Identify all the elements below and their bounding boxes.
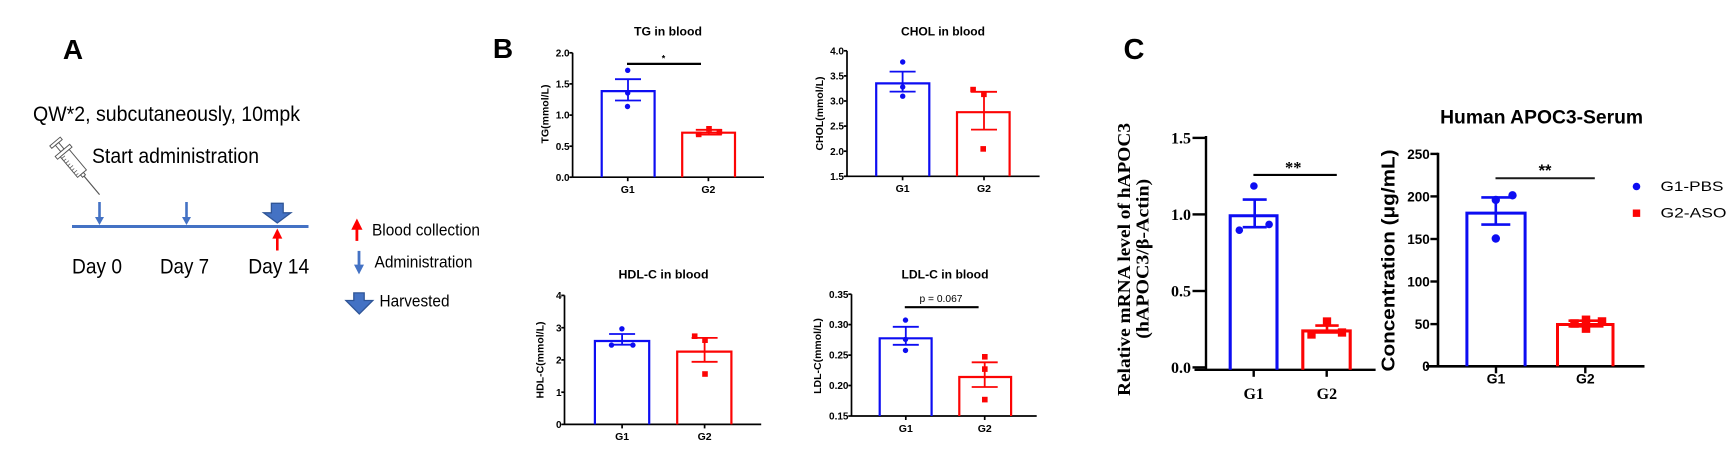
svg-text:Start administration: Start administration <box>92 143 259 168</box>
svg-text:150: 150 <box>1407 232 1430 247</box>
svg-text:Administration: Administration <box>375 254 473 272</box>
svg-text:G1: G1 <box>615 431 629 443</box>
svg-text:0.20: 0.20 <box>829 381 849 392</box>
svg-text:A: A <box>63 34 83 65</box>
svg-text:200: 200 <box>1407 189 1430 204</box>
svg-text:G2: G2 <box>1317 386 1337 403</box>
svg-text:QW*2, subcutaneously, 10mpk: QW*2, subcutaneously, 10mpk <box>33 101 300 126</box>
svg-text:G2: G2 <box>698 431 712 443</box>
svg-text:1: 1 <box>556 388 562 399</box>
svg-text:Harvested: Harvested <box>380 292 450 310</box>
svg-text:Day 7: Day 7 <box>160 254 209 279</box>
svg-text:CHOL in blood: CHOL in blood <box>901 25 985 39</box>
svg-text:Day 0: Day 0 <box>72 254 122 279</box>
svg-text:2.0: 2.0 <box>556 48 570 59</box>
svg-text:Blood collection: Blood collection <box>372 221 480 239</box>
svg-text:4.0: 4.0 <box>830 46 844 57</box>
svg-text:B: B <box>493 33 513 64</box>
svg-text:250: 250 <box>1407 147 1430 162</box>
svg-text:Concentration (μg/mL): Concentration (μg/mL) <box>1379 149 1399 371</box>
svg-text:LDL-C in blood: LDL-C in blood <box>902 268 989 282</box>
svg-text:HDL-C in blood: HDL-C in blood <box>619 268 709 282</box>
svg-text:G1: G1 <box>621 184 635 196</box>
svg-text:CHOL(mmol/L): CHOL(mmol/L) <box>814 76 826 150</box>
svg-text:G2: G2 <box>1576 371 1595 387</box>
svg-text:0: 0 <box>556 420 562 431</box>
svg-text:G2: G2 <box>978 423 992 435</box>
svg-text:G1: G1 <box>896 183 910 195</box>
svg-text:3.5: 3.5 <box>830 72 844 83</box>
svg-text:1.0: 1.0 <box>556 111 570 122</box>
svg-text:LDL-C(mmol/L): LDL-C(mmol/L) <box>812 318 824 394</box>
svg-text:HDL-C(mmol/L): HDL-C(mmol/L) <box>535 322 547 399</box>
svg-text:3.0: 3.0 <box>830 97 844 108</box>
svg-text:*: * <box>662 54 666 64</box>
svg-text:2: 2 <box>556 356 562 367</box>
svg-text:0.5: 0.5 <box>556 142 570 153</box>
svg-text:0.5: 0.5 <box>1171 284 1191 301</box>
svg-text:2.0: 2.0 <box>830 147 844 158</box>
svg-text:G1: G1 <box>899 423 913 435</box>
svg-text:G1: G1 <box>1243 386 1263 403</box>
svg-text:G1-PBS: G1-PBS <box>1661 178 1724 194</box>
svg-text:50: 50 <box>1415 317 1430 332</box>
svg-text:1.0: 1.0 <box>1171 207 1191 224</box>
svg-text:2.5: 2.5 <box>830 122 844 133</box>
svg-text:3: 3 <box>556 323 562 334</box>
svg-text:0.25: 0.25 <box>829 351 849 362</box>
svg-text:100: 100 <box>1407 274 1430 289</box>
svg-text:(hAPOC3/β-Actin): (hAPOC3/β-Actin) <box>1133 179 1153 339</box>
svg-text:p = 0.067: p = 0.067 <box>920 293 963 305</box>
svg-text:G2-ASO: G2-ASO <box>1661 205 1727 221</box>
svg-text:0.35: 0.35 <box>829 290 849 301</box>
svg-text:0.0: 0.0 <box>556 173 570 184</box>
svg-text:TG in blood: TG in blood <box>634 25 702 39</box>
svg-text:0.15: 0.15 <box>829 412 849 423</box>
svg-text:TG(mmol/L): TG(mmol/L) <box>540 85 552 144</box>
svg-text:1.5: 1.5 <box>1171 130 1191 147</box>
svg-text:4: 4 <box>556 291 562 302</box>
svg-text:G1: G1 <box>1487 371 1506 387</box>
svg-text:1.5: 1.5 <box>830 172 844 183</box>
svg-text:G2: G2 <box>701 184 715 196</box>
svg-text:Day 14: Day 14 <box>248 254 309 279</box>
svg-text:0.30: 0.30 <box>829 320 849 331</box>
svg-text:C: C <box>1124 34 1145 66</box>
svg-text:**: ** <box>1285 158 1302 177</box>
svg-text:**: ** <box>1539 162 1552 180</box>
svg-text:0.0: 0.0 <box>1171 360 1191 377</box>
svg-text:Relative mRNA level of hAPOC3: Relative mRNA level of hAPOC3 <box>1114 123 1134 396</box>
svg-text:1.5: 1.5 <box>556 80 570 91</box>
svg-text:Human APOC3-Serum: Human APOC3-Serum <box>1440 108 1643 129</box>
svg-text:G2: G2 <box>977 183 991 195</box>
